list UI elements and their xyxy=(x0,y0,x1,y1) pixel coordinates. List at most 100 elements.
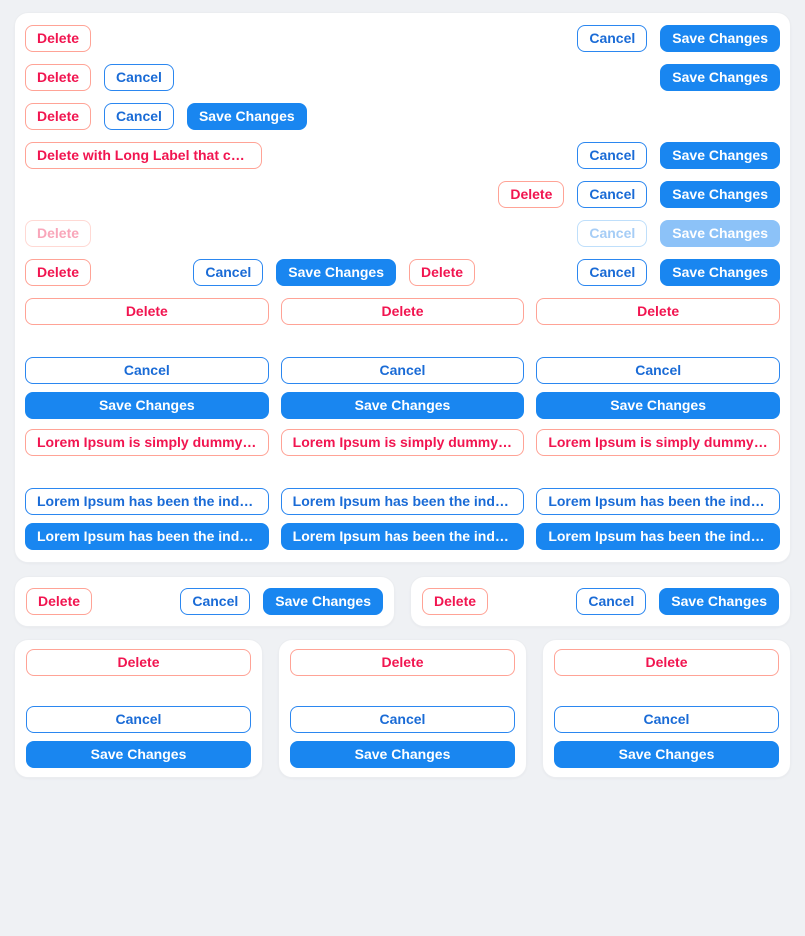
stacked-column: Lorem Ipsum is simply dummy t… Lorem Ips… xyxy=(536,429,780,550)
delete-button[interactable]: Delete xyxy=(25,298,269,325)
cancel-button[interactable]: Cancel xyxy=(577,181,648,208)
spacer xyxy=(26,676,251,706)
delete-button-disabled: Delete xyxy=(25,220,92,247)
delete-button[interactable]: Delete xyxy=(554,649,779,676)
cancel-button[interactable]: Cancel xyxy=(104,103,174,130)
stacked-column: Lorem Ipsum is simply dummy t… Lorem Ips… xyxy=(280,429,525,550)
cancel-lorem-button[interactable]: Lorem Ipsum has been the indus… xyxy=(280,488,525,515)
stacked-column: Lorem Ipsum is simply dummy t… Lorem Ips… xyxy=(25,429,269,550)
stacked-button-columns-long-labels: Lorem Ipsum is simply dummy t… Lorem Ips… xyxy=(25,429,780,550)
button-bar-demo-card: Delete Cancel Save Changes Delete Cancel… xyxy=(14,12,791,563)
cancel-button[interactable]: Cancel xyxy=(180,588,251,615)
button-row: Delete Cancel Save Changes xyxy=(25,181,780,208)
spacer xyxy=(554,733,779,741)
cancel-button[interactable]: Cancel xyxy=(576,588,647,615)
spacer xyxy=(536,456,780,488)
delete-button[interactable]: Delete xyxy=(25,259,92,286)
delete-button[interactable]: Delete xyxy=(280,298,525,325)
save-changes-button-disabled: Save Changes xyxy=(660,220,780,247)
save-changes-button[interactable]: Save Changes xyxy=(536,392,780,419)
delete-button[interactable]: Delete xyxy=(25,25,92,52)
cancel-button[interactable]: Cancel xyxy=(554,706,779,733)
spacer xyxy=(26,733,251,741)
spacer xyxy=(290,733,515,741)
spacer xyxy=(25,325,269,357)
delete-button[interactable]: Delete xyxy=(498,181,565,208)
spacer xyxy=(25,515,269,523)
cancel-button[interactable]: Cancel xyxy=(26,706,251,733)
spacer xyxy=(281,325,525,357)
save-changes-button[interactable]: Save Changes xyxy=(659,588,779,615)
delete-lorem-button[interactable]: Lorem Ipsum is simply dummy t… xyxy=(536,429,780,456)
save-changes-button[interactable]: Save Changes xyxy=(290,741,515,768)
cancel-button[interactable]: Cancel xyxy=(193,259,264,286)
save-changes-button[interactable]: Save Changes xyxy=(25,392,269,419)
save-changes-button[interactable]: Save Changes xyxy=(554,741,779,768)
cancel-button[interactable]: Cancel xyxy=(104,64,174,91)
spacer xyxy=(290,676,515,706)
button-row: Delete with Long Label that ca… Cancel S… xyxy=(25,142,780,169)
delete-button[interactable]: Delete xyxy=(26,588,93,615)
cancel-button[interactable]: Cancel xyxy=(536,357,780,384)
button-row: Delete Cancel Save Changes xyxy=(25,64,780,91)
spacer xyxy=(25,456,269,488)
stacked-column: Delete Cancel Save Changes xyxy=(25,298,269,419)
save-lorem-button[interactable]: Lorem Ipsum has been the indus… xyxy=(25,523,269,550)
delete-long-label-button[interactable]: Delete with Long Label that ca… xyxy=(25,142,262,169)
cancel-lorem-button[interactable]: Lorem Ipsum has been the indus… xyxy=(25,488,269,515)
spacer xyxy=(554,676,779,706)
cancel-button[interactable]: Cancel xyxy=(577,142,648,169)
save-changes-button[interactable]: Save Changes xyxy=(276,259,396,286)
spacer xyxy=(281,515,525,523)
button-row: Delete Cancel Save Changes xyxy=(25,103,780,130)
button-row: Delete Cancel Save Changes Delete Cancel… xyxy=(25,259,780,286)
save-changes-button[interactable]: Save Changes xyxy=(660,181,780,208)
delete-lorem-button[interactable]: Lorem Ipsum is simply dummy t… xyxy=(280,429,525,456)
cancel-button[interactable]: Cancel xyxy=(577,25,648,52)
stacked-column: Delete Cancel Save Changes xyxy=(280,298,525,419)
delete-button[interactable]: Delete xyxy=(26,649,251,676)
cancel-lorem-button[interactable]: Lorem Ipsum has been the indus… xyxy=(536,488,780,515)
save-changes-button[interactable]: Save Changes xyxy=(660,64,780,91)
half-width-cards-row: Delete Cancel Save Changes Delete Cancel… xyxy=(14,576,791,627)
button-bar-card: Delete Cancel Save Changes xyxy=(410,576,791,627)
button-group: Cancel Save Changes xyxy=(577,259,780,286)
save-changes-button[interactable]: Save Changes xyxy=(660,142,780,169)
spacer xyxy=(536,515,780,523)
save-lorem-button[interactable]: Lorem Ipsum has been the indus… xyxy=(280,523,525,550)
delete-button[interactable]: Delete xyxy=(536,298,780,325)
save-changes-button[interactable]: Save Changes xyxy=(280,392,525,419)
stacked-cards-row: Delete Cancel Save Changes Delete Cancel… xyxy=(14,639,791,778)
button-group: Cancel Save Changes Delete xyxy=(193,259,476,286)
delete-button[interactable]: Delete xyxy=(25,103,92,130)
stacked-button-card: Delete Cancel Save Changes xyxy=(14,639,263,778)
stacked-button-card: Delete Cancel Save Changes xyxy=(278,639,527,778)
delete-lorem-button[interactable]: Lorem Ipsum is simply dummy t… xyxy=(25,429,269,456)
save-changes-button[interactable]: Save Changes xyxy=(186,103,307,130)
button-row-disabled: Delete Cancel Save Changes xyxy=(25,220,780,247)
save-changes-button[interactable]: Save Changes xyxy=(660,259,780,286)
cancel-button[interactable]: Cancel xyxy=(280,357,525,384)
delete-button[interactable]: Delete xyxy=(409,259,476,286)
spacer xyxy=(25,384,269,392)
delete-button[interactable]: Delete xyxy=(25,64,92,91)
cancel-button[interactable]: Cancel xyxy=(25,357,269,384)
stacked-button-columns: Delete Cancel Save Changes Delete Cancel… xyxy=(25,298,780,419)
spacer xyxy=(281,384,525,392)
button-bar-card: Delete Cancel Save Changes xyxy=(14,576,395,627)
save-changes-button[interactable]: Save Changes xyxy=(660,25,780,52)
save-changes-button[interactable]: Save Changes xyxy=(263,588,383,615)
save-lorem-button[interactable]: Lorem Ipsum has been the indus… xyxy=(536,523,780,550)
save-changes-button[interactable]: Save Changes xyxy=(26,741,251,768)
stacked-column: Delete Cancel Save Changes xyxy=(536,298,780,419)
stacked-button-card: Delete Cancel Save Changes xyxy=(542,639,791,778)
spacer xyxy=(536,384,780,392)
delete-button[interactable]: Delete xyxy=(290,649,515,676)
cancel-button[interactable]: Cancel xyxy=(577,259,648,286)
cancel-button-disabled: Cancel xyxy=(577,220,648,247)
button-row: Delete Cancel Save Changes xyxy=(25,25,780,52)
delete-button[interactable]: Delete xyxy=(422,588,489,615)
spacer xyxy=(281,456,525,488)
cancel-button[interactable]: Cancel xyxy=(290,706,515,733)
spacer xyxy=(536,325,780,357)
